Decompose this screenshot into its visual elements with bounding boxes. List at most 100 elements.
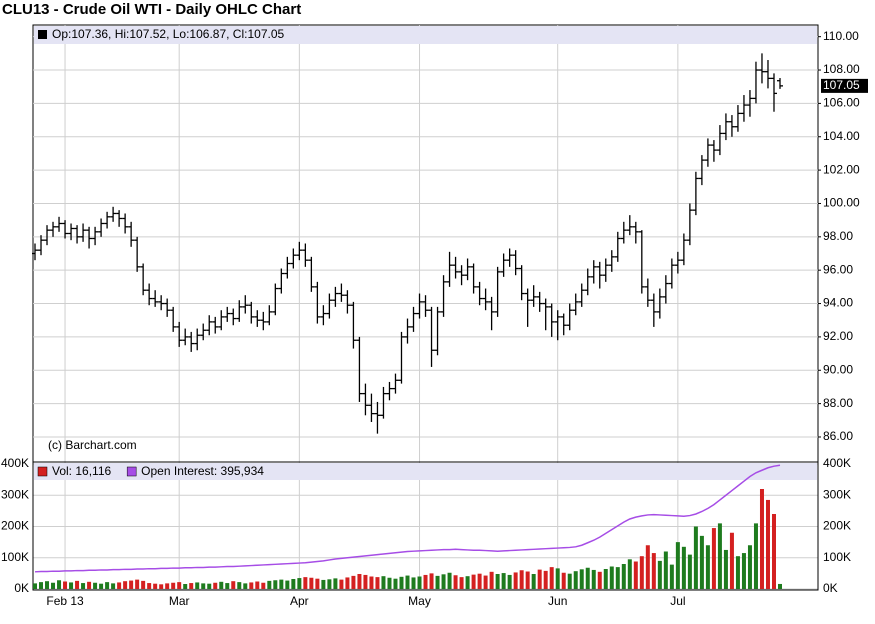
volume-bar <box>249 582 254 589</box>
volume-bar <box>273 580 278 589</box>
y-tick-label: 98.00 <box>823 229 853 243</box>
volume-panel <box>32 461 819 591</box>
volume-bar <box>261 582 266 589</box>
volume-bar <box>357 574 362 589</box>
last-price-tag <box>821 78 868 93</box>
volume-bar <box>147 583 152 589</box>
volume-bar <box>519 570 524 589</box>
y-tick-label: 400K <box>823 456 851 470</box>
volume-bar <box>573 571 578 589</box>
volume-bar <box>57 580 62 589</box>
volume-bar <box>549 567 554 589</box>
volume-bar <box>399 576 404 589</box>
volume-bar <box>778 583 782 589</box>
x-tick-label: May <box>408 594 431 608</box>
volume-bar <box>435 575 440 589</box>
x-tick-label: Feb 13 <box>46 594 84 608</box>
volume-bar <box>63 581 68 589</box>
y-tick-label: 300K <box>1 487 29 501</box>
last-price-label: 107.05 <box>823 78 860 92</box>
volume-bar <box>495 574 500 589</box>
volume-bar <box>99 583 104 589</box>
volume-bar <box>411 577 416 589</box>
y-tick-label: 100K <box>1 550 29 564</box>
volume-bar <box>471 574 476 589</box>
volume-bar <box>351 575 356 589</box>
legend-swatch <box>126 466 137 477</box>
volume-bar <box>141 580 146 589</box>
volume-bar <box>687 554 692 589</box>
volume-bar <box>279 579 284 589</box>
volume-bar <box>591 569 596 589</box>
volume-bar <box>171 582 176 589</box>
legend-label: Open Interest: 395,934 <box>141 464 264 478</box>
volume-bar <box>561 572 566 589</box>
volume-bar <box>483 575 488 589</box>
volume-bar <box>405 575 410 589</box>
volume-bar <box>501 573 506 589</box>
y-tick-label: 100.00 <box>823 196 860 210</box>
y-tick-label: 90.00 <box>823 362 853 376</box>
x-tick-label: Jun <box>548 594 567 608</box>
volume-bar <box>525 571 530 589</box>
volume-bar <box>321 579 326 589</box>
volume-bar <box>375 577 380 589</box>
volume-bar <box>135 579 140 589</box>
volume-bar <box>39 582 44 589</box>
volume-bar <box>459 577 464 589</box>
volume-bar <box>129 580 134 589</box>
volume-bar <box>765 499 770 589</box>
volume-bar <box>609 566 614 589</box>
volume-bar <box>543 570 548 589</box>
volume-bar <box>225 583 230 589</box>
volume-bar <box>771 514 776 589</box>
price-header <box>34 26 817 44</box>
y-tick-label: 200K <box>1 519 29 533</box>
volume-bar <box>507 574 512 589</box>
volume-bar <box>621 564 626 589</box>
volume-bar <box>387 577 392 589</box>
volume-bar <box>423 574 428 589</box>
x-tick-label: Jul <box>670 594 685 608</box>
volume-bar <box>177 582 182 589</box>
y-tick-label: 92.00 <box>823 329 853 343</box>
y-tick-label: 102.00 <box>823 162 860 176</box>
volume-bar <box>639 556 644 589</box>
y-tick-label: 0K <box>14 581 29 595</box>
volume-bar <box>741 553 746 589</box>
volume-bar <box>681 546 686 589</box>
volume-bar <box>93 582 98 589</box>
volume-bar <box>189 583 194 589</box>
legend-label: Vol: 16,116 <box>52 464 111 478</box>
volume-bar <box>513 572 518 589</box>
volume-bar <box>633 561 638 589</box>
volume-bar <box>753 523 758 589</box>
volume-bar <box>579 569 584 589</box>
volume-bar <box>45 581 50 589</box>
y-tick-label: 88.00 <box>823 396 853 410</box>
volume-bar <box>603 569 608 589</box>
y-tick-label: 0K <box>823 581 838 595</box>
volume-bar <box>165 583 170 589</box>
volume-bar <box>597 571 602 589</box>
y-tick-label: 100K <box>823 550 851 564</box>
volume-bar <box>33 583 37 589</box>
price-legend-swatch <box>38 30 47 39</box>
volume-bar <box>75 580 80 589</box>
volume-bar <box>243 583 248 589</box>
volume-bar <box>87 581 92 589</box>
chart-title: CLU13 - Crude Oil WTI - Daily OHLC Chart <box>2 1 301 18</box>
volume-bar <box>309 577 314 589</box>
legend-swatch <box>37 466 48 477</box>
volume-bar <box>723 549 728 589</box>
y-tick-label: 110.00 <box>823 29 859 43</box>
volume-bar <box>465 576 470 589</box>
volume-bar <box>201 583 206 589</box>
volume-bar <box>759 489 764 589</box>
volume-bar <box>747 545 752 589</box>
volume-bar <box>699 535 704 589</box>
y-tick-label: 94.00 <box>823 296 853 310</box>
volume-bar <box>531 574 536 589</box>
volume-bar <box>657 560 662 589</box>
